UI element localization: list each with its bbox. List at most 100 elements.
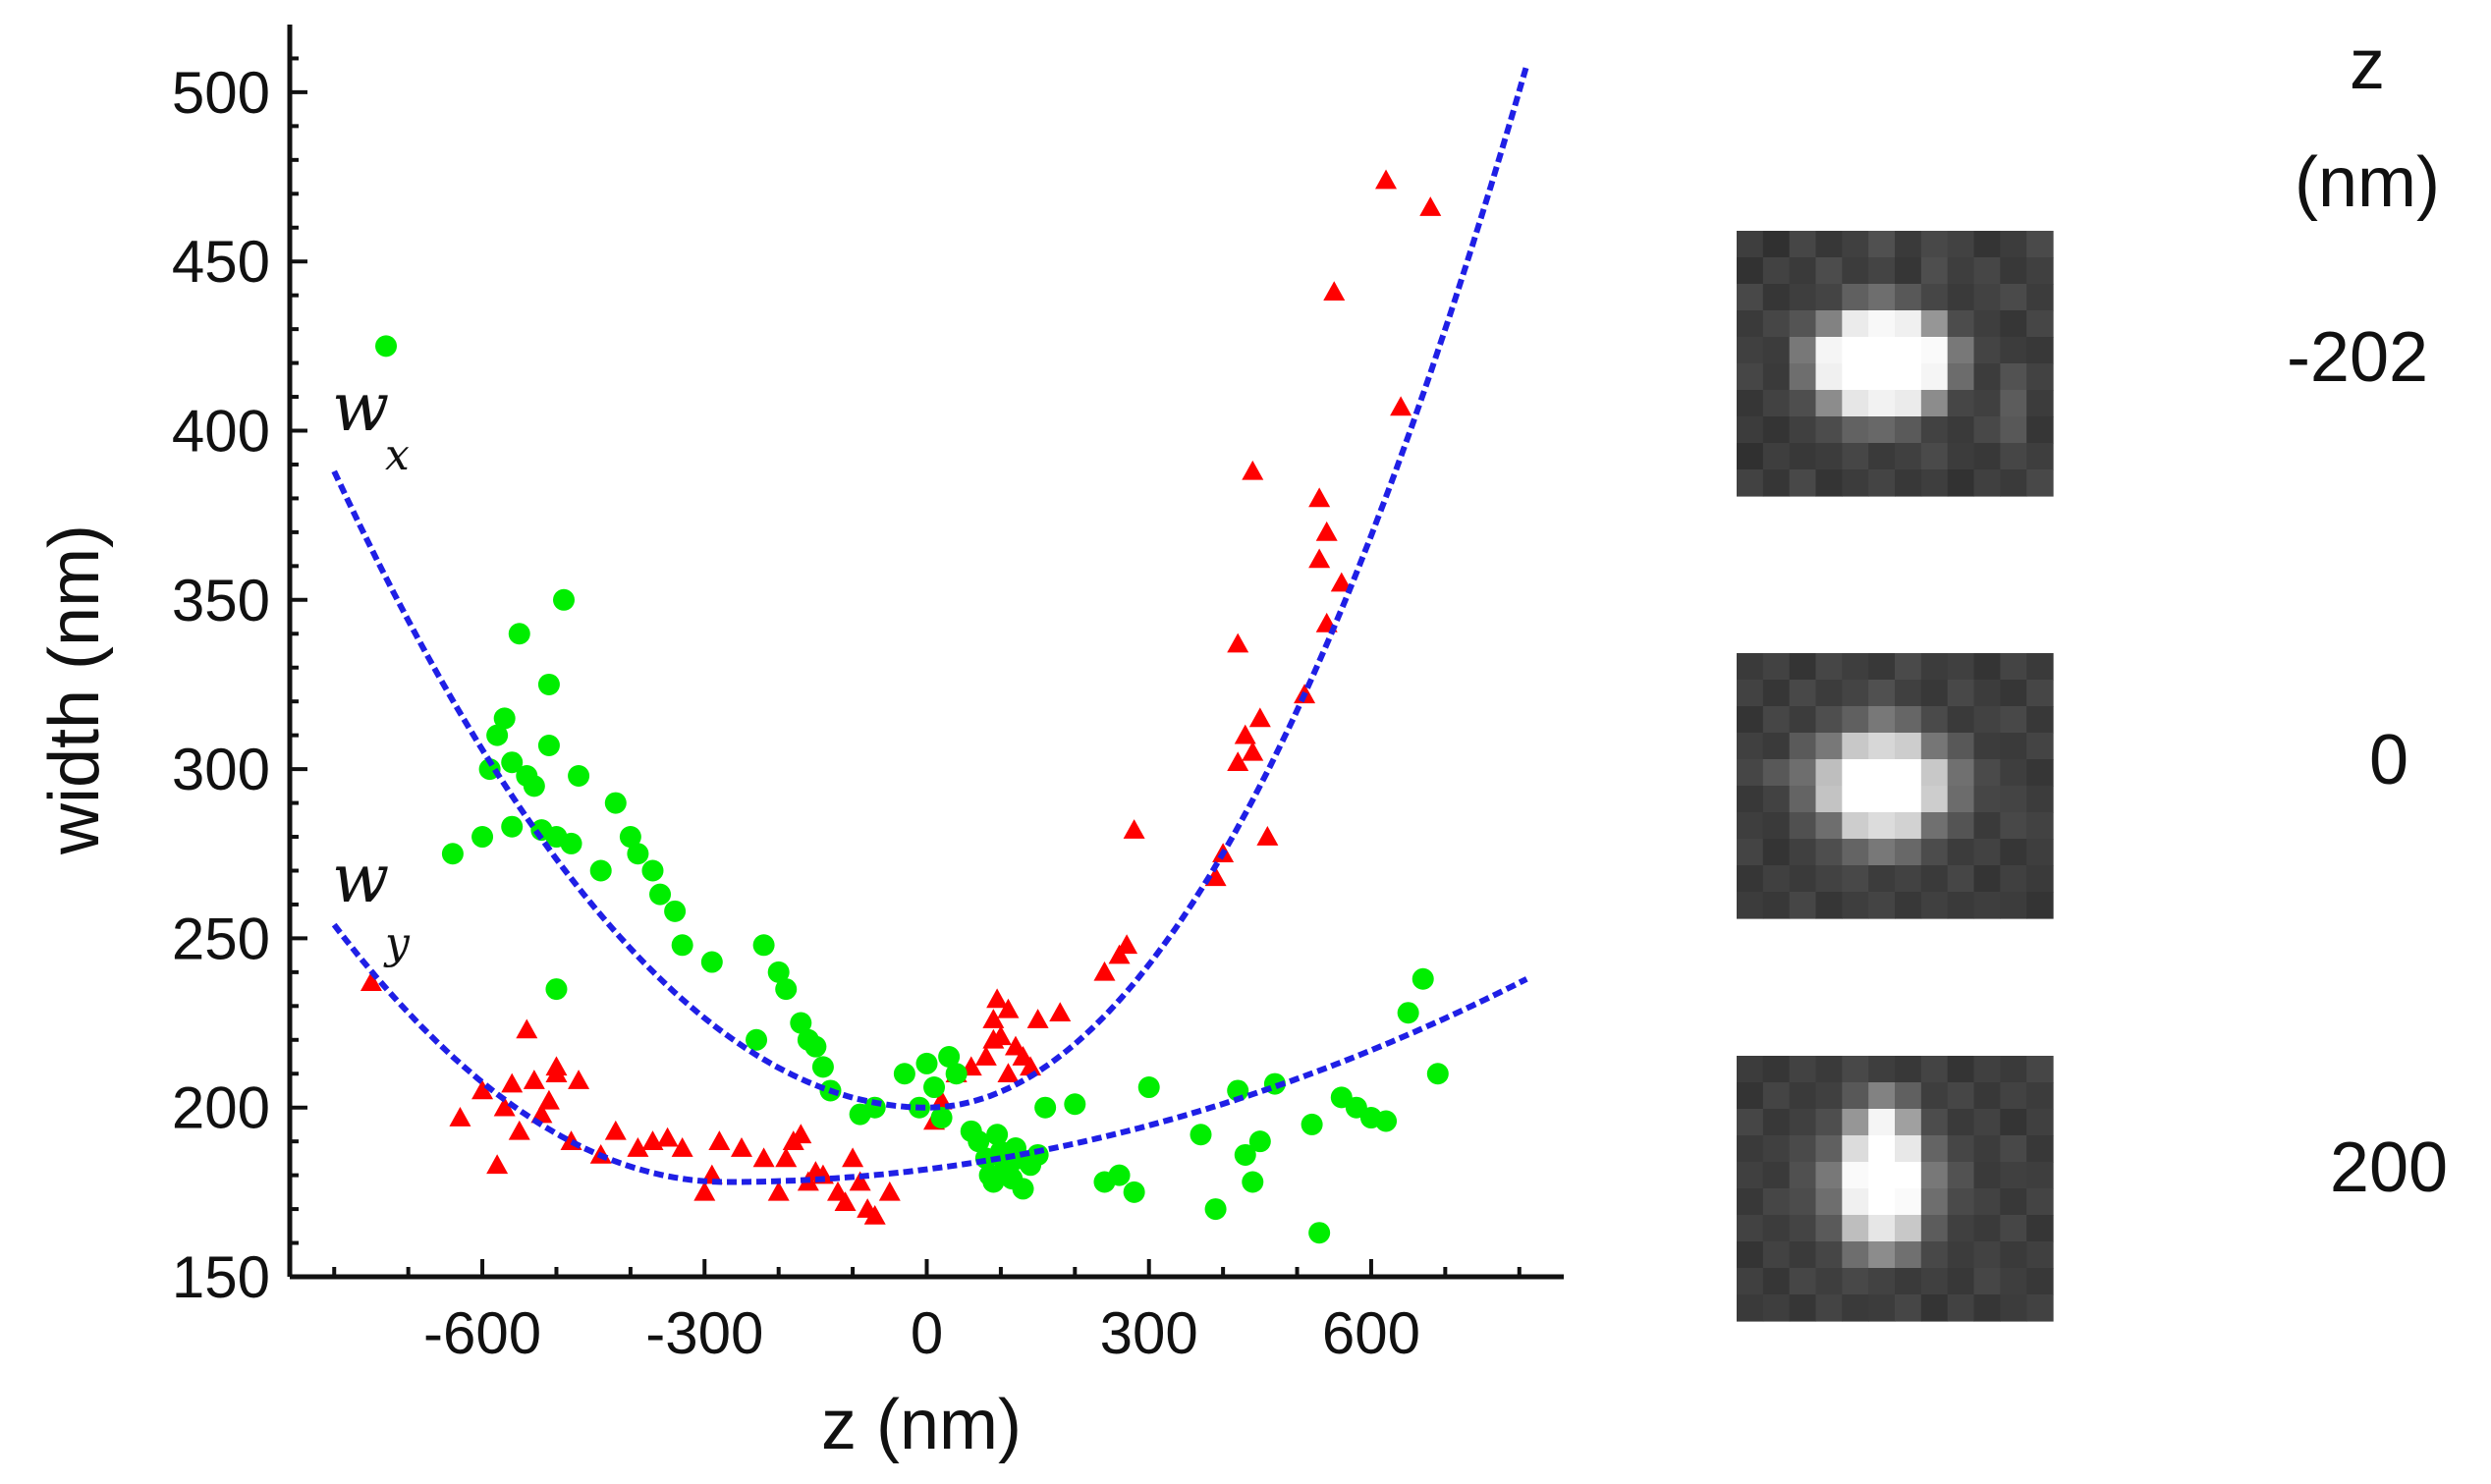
psf-pixel xyxy=(1737,337,1764,364)
psf-pixel xyxy=(1737,786,1764,813)
psf-pixel xyxy=(1947,469,1975,497)
psf-pixel xyxy=(2000,1109,2027,1136)
marker-wy xyxy=(501,751,524,774)
psf-pixel xyxy=(1762,1109,1791,1136)
psf-pixel xyxy=(2000,759,2027,787)
psf-pixel xyxy=(1920,1056,1949,1083)
psf-pixel xyxy=(1815,1082,1843,1110)
marker-wx xyxy=(360,971,382,992)
psf-pixel xyxy=(1762,231,1791,258)
psf-pixel xyxy=(1895,786,1922,813)
psf-pixel xyxy=(1762,1268,1791,1295)
psf-pixel xyxy=(1895,865,1922,893)
psf-pixel xyxy=(1789,1109,1817,1136)
psf-pixel xyxy=(1842,786,1869,813)
psf-pixel xyxy=(1920,363,1949,391)
psf-pixel xyxy=(1762,1135,1791,1163)
psf-pixel xyxy=(1737,1241,1764,1269)
psf-pixel xyxy=(1762,257,1791,285)
psf-pixel xyxy=(1762,284,1791,311)
marker-wx xyxy=(1242,460,1264,480)
marker-wx xyxy=(1123,819,1145,839)
psf-pixel xyxy=(1973,1294,2001,1322)
psf-pixel xyxy=(1762,390,1791,417)
psf-pixel xyxy=(2026,1294,2054,1322)
psf-pixel xyxy=(2026,390,2054,417)
marker-wx xyxy=(1390,396,1412,416)
psf-pixel xyxy=(1737,443,1764,470)
psf-pixel xyxy=(2000,1082,2027,1110)
psf-pixel xyxy=(1920,310,1949,338)
psf-pixel xyxy=(1842,839,1869,866)
marker-wx xyxy=(471,1079,494,1100)
marker-wx xyxy=(982,1009,1005,1028)
psf-pixel xyxy=(1895,1268,1922,1295)
curve-label-wx-main: w xyxy=(332,369,389,447)
psf-pixel xyxy=(1762,469,1791,497)
psf-pixel xyxy=(2000,1294,2027,1322)
psf-pixel xyxy=(2026,1241,2054,1269)
psf-pixel xyxy=(1973,1082,2001,1110)
marker-wy xyxy=(508,623,530,645)
y-tick-label: 300 xyxy=(172,737,270,802)
psf-pixel xyxy=(1895,1162,1922,1189)
x-tick-label: 300 xyxy=(1100,1300,1198,1366)
psf-pixel xyxy=(2026,653,2054,681)
psf-pixel xyxy=(1947,1056,1975,1083)
marker-wy xyxy=(537,673,560,695)
psf-pixel xyxy=(1868,1135,1896,1163)
psf-pixel xyxy=(1762,865,1791,893)
psf-pixel xyxy=(1815,865,1843,893)
psf-pixel xyxy=(1895,839,1922,866)
psf-pixel xyxy=(1920,892,1949,919)
psf-pixel xyxy=(1789,759,1817,787)
psf-pixel xyxy=(1920,469,1949,497)
psf-pixel xyxy=(1815,759,1843,787)
psf-pixel xyxy=(1868,1188,1896,1216)
psf-pixel xyxy=(1842,680,1869,707)
psf-pixel xyxy=(2026,812,2054,840)
psf-pixel xyxy=(1895,390,1922,417)
psf-pixel xyxy=(2000,416,2027,444)
psf-pixel xyxy=(1947,416,1975,444)
psf-pixel xyxy=(2000,257,2027,285)
psf-pixel xyxy=(1895,416,1922,444)
psf-pixel xyxy=(1762,680,1791,707)
marker-wx xyxy=(537,1089,560,1110)
marker-wx xyxy=(986,988,1009,1009)
psf-pixel xyxy=(1789,443,1817,470)
marker-wx xyxy=(516,1018,538,1039)
psf-pixel xyxy=(1868,337,1896,364)
psf-pixel xyxy=(1895,310,1922,338)
marker-wy xyxy=(752,934,775,957)
psf-pixel xyxy=(1762,310,1791,338)
psf-pixel xyxy=(1762,786,1791,813)
psf-pixel xyxy=(1762,653,1791,681)
psf-pixel xyxy=(1842,706,1869,734)
psf-pixel xyxy=(1868,469,1896,497)
marker-wy xyxy=(441,843,464,865)
marker-wy xyxy=(968,1130,990,1153)
psf-pixel xyxy=(1842,363,1869,391)
psf-pixel xyxy=(1737,231,1764,258)
marker-wy xyxy=(471,826,494,849)
psf-pixel xyxy=(1737,257,1764,285)
marker-wy xyxy=(986,1124,1009,1146)
psf-pixel xyxy=(2026,1162,2054,1189)
psf-pixel xyxy=(1762,363,1791,391)
psf-pixel xyxy=(1842,865,1869,893)
psf-pixel xyxy=(2000,733,2027,760)
psf-pixel xyxy=(1737,839,1764,866)
psf-pixel xyxy=(1842,257,1869,285)
psf-pixel xyxy=(1973,337,2001,364)
psf-pixel xyxy=(1947,865,1975,893)
psf-pixel xyxy=(1895,443,1922,470)
psf-header-unit: (nm) xyxy=(2295,143,2440,222)
psf-header-z: z xyxy=(2350,26,2385,104)
psf-pixel xyxy=(1842,416,1869,444)
psf-pixel xyxy=(1920,759,1949,787)
psf-image xyxy=(1737,1056,2054,1322)
x-axis-title: z (nm) xyxy=(821,1386,1022,1464)
psf-pixel xyxy=(1920,416,1949,444)
